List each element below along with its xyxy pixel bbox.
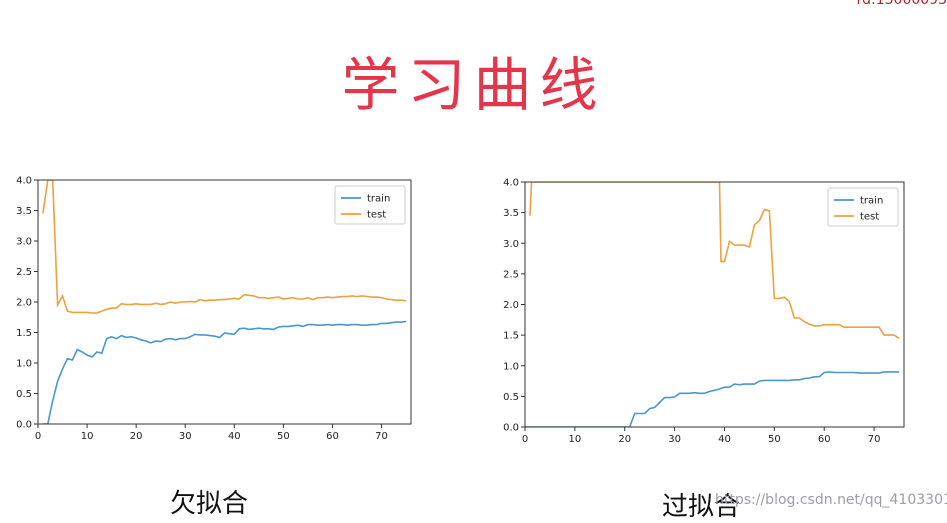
x-tick-label: 70	[868, 434, 881, 445]
y-tick-label: 2.0	[16, 298, 32, 309]
y-tick-label: 2.0	[503, 300, 519, 311]
y-tick-label: 1.0	[16, 359, 32, 370]
x-tick-label: 0	[35, 431, 41, 442]
y-tick-label: 1.0	[503, 361, 519, 372]
page-title: 学习曲线	[341, 51, 606, 119]
y-tick-label: 1.5	[16, 328, 32, 339]
series-line-test	[42, 180, 407, 314]
x-tick-label: 10	[569, 434, 582, 445]
x-tick-label: 0	[522, 434, 528, 445]
watermark: https://blog.csdn.net/qq_41033011	[715, 492, 947, 508]
series-line-train	[42, 320, 407, 424]
x-tick-label: 40	[718, 434, 731, 445]
overfit-caption: 过拟合	[662, 492, 741, 522]
y-tick-label: 0.5	[503, 392, 519, 403]
x-tick-label: 60	[326, 431, 339, 442]
y-tick-label: 1.5	[503, 331, 519, 342]
x-tick-label: 30	[668, 434, 681, 445]
y-tick-label: 3.0	[16, 237, 32, 248]
y-tick-label: 3.0	[503, 239, 519, 250]
x-tick-label: 50	[277, 431, 290, 442]
x-tick-label: 10	[81, 431, 94, 442]
overfit-chart: 0 10 20 30 40 50 60 70 0.0 0.5 1.0 1.5 2.0 2.5 3.0 3.5 4…	[503, 178, 905, 445]
corner-text: rd:13000093	[856, 0, 947, 8]
x-tick-label: 20	[618, 434, 631, 445]
x-tick-label: 40	[228, 431, 241, 442]
legend-label-train: train	[367, 194, 390, 205]
y-tick-label: 0.5	[16, 389, 32, 400]
series-line-train	[525, 371, 899, 427]
underfit-caption: 欠拟合	[170, 489, 249, 519]
y-tick-label: 0.0	[16, 420, 32, 431]
y-tick-label: 2.5	[16, 267, 32, 278]
series-line-test	[529, 182, 900, 339]
legend-label-train: train	[860, 196, 883, 207]
x-tick-label: 70	[375, 431, 388, 442]
y-tick-label: 3.5	[503, 208, 519, 219]
y-tick-label: 2.5	[503, 269, 519, 280]
legend-label-test: test	[367, 210, 386, 221]
underfit-chart: 0 10 20 30 40 50 60 70 0.0 0.5 1.0 1.5 2.0 2.5 3.0 3.5 4…	[16, 176, 412, 442]
x-tick-label: 20	[130, 431, 143, 442]
x-tick-label: 30	[179, 431, 192, 442]
y-tick-label: 0.0	[503, 423, 519, 434]
legend-label-test: test	[860, 212, 879, 223]
y-tick-label: 4.0	[16, 176, 32, 187]
y-tick-label: 4.0	[503, 178, 519, 189]
x-tick-label: 50	[768, 434, 781, 445]
y-tick-label: 3.5	[16, 206, 32, 217]
x-tick-label: 60	[818, 434, 831, 445]
